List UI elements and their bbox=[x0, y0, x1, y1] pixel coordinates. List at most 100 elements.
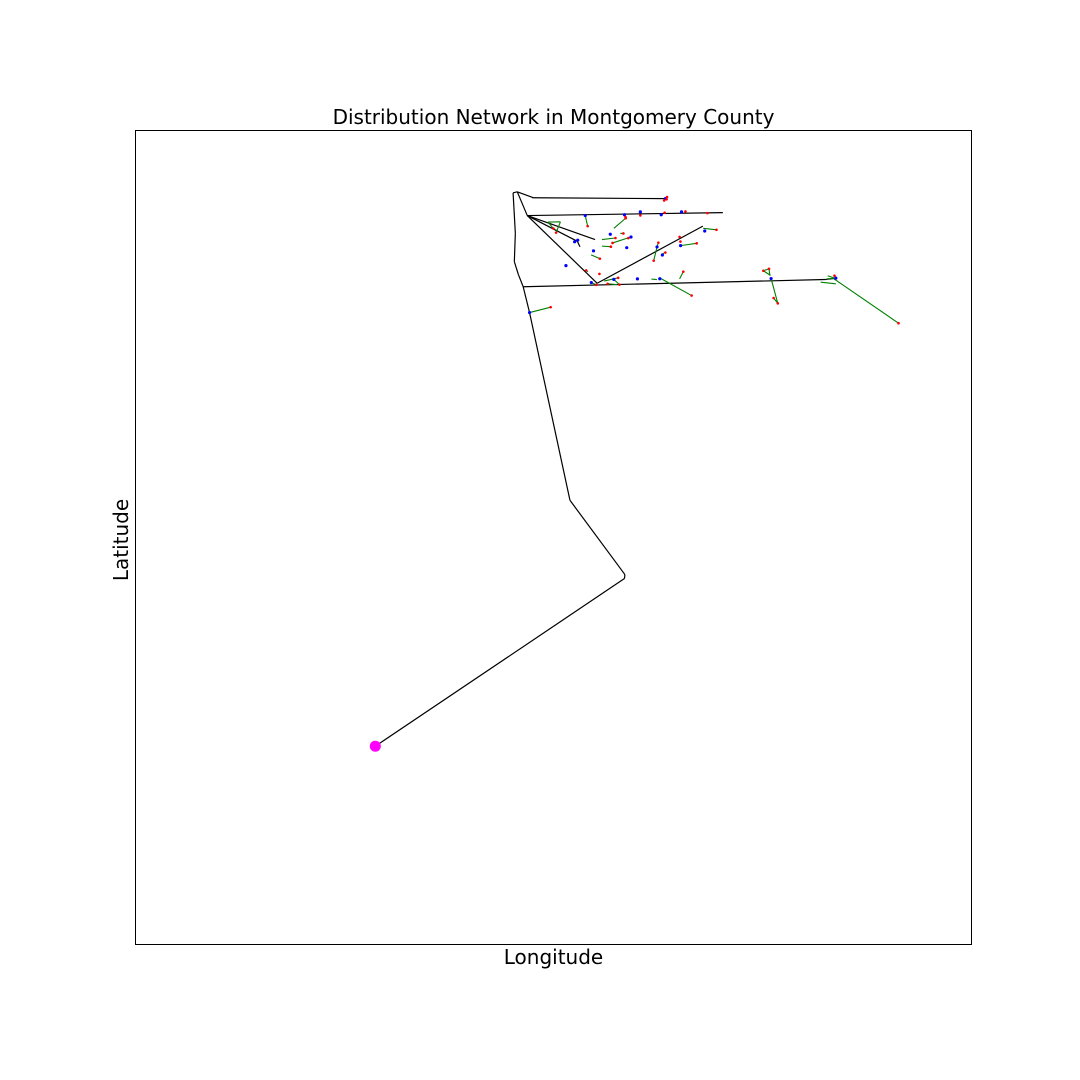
primary-line bbox=[526, 215, 598, 284]
load-node bbox=[679, 240, 682, 243]
load-node bbox=[833, 274, 836, 278]
load-node bbox=[678, 235, 681, 239]
primary-line bbox=[523, 278, 826, 288]
secondary-line bbox=[679, 271, 684, 280]
primary-line bbox=[513, 261, 520, 275]
transformer-node bbox=[678, 244, 683, 248]
load-node bbox=[586, 224, 589, 228]
secondary-line bbox=[584, 215, 589, 227]
secondary-line bbox=[703, 227, 717, 231]
primary-line bbox=[512, 191, 518, 194]
transformer-node bbox=[658, 277, 662, 281]
secondary-line bbox=[601, 245, 611, 248]
secondary-line bbox=[529, 306, 551, 314]
source-node bbox=[369, 740, 381, 752]
load-node bbox=[706, 211, 709, 215]
load-node bbox=[639, 214, 642, 217]
secondary-line bbox=[770, 278, 779, 304]
load-node bbox=[595, 283, 598, 287]
transformer-node bbox=[638, 210, 642, 214]
primary-line bbox=[512, 192, 516, 234]
load-node bbox=[622, 232, 625, 235]
primary-line bbox=[522, 286, 531, 313]
secondary-line bbox=[820, 281, 836, 285]
plot-frame bbox=[135, 130, 972, 945]
load-node bbox=[684, 210, 687, 213]
secondary-line bbox=[833, 278, 899, 324]
secondary-line bbox=[653, 246, 658, 261]
load-node bbox=[609, 245, 613, 248]
load-node bbox=[611, 241, 614, 245]
load-node bbox=[772, 296, 775, 300]
secondary-line bbox=[613, 217, 627, 229]
secondary-line bbox=[826, 277, 835, 280]
transformer-node bbox=[612, 277, 616, 281]
load-node bbox=[598, 257, 602, 260]
load-node bbox=[665, 195, 669, 199]
primary-line bbox=[533, 197, 666, 200]
transformer-node bbox=[608, 232, 612, 236]
transformer-node bbox=[629, 235, 633, 239]
primary-line bbox=[374, 578, 625, 747]
transformer-node bbox=[583, 213, 587, 218]
load-node bbox=[715, 228, 718, 232]
transformer-node bbox=[589, 280, 593, 285]
load-node bbox=[584, 269, 588, 272]
primary-line bbox=[513, 233, 516, 262]
load-node bbox=[598, 272, 601, 276]
transformer-node bbox=[625, 246, 629, 250]
load-node bbox=[554, 231, 558, 234]
transformer-node bbox=[564, 264, 568, 268]
transformer-node bbox=[659, 213, 663, 217]
secondary-line bbox=[555, 221, 561, 233]
load-node bbox=[549, 305, 552, 309]
load-node bbox=[552, 227, 555, 230]
load-node bbox=[682, 270, 685, 273]
y-axis-label: Latitude bbox=[109, 499, 133, 581]
load-node bbox=[657, 241, 660, 244]
load-node bbox=[606, 282, 609, 286]
transformer-node bbox=[622, 213, 627, 217]
transformer-node bbox=[573, 240, 577, 244]
load-node bbox=[614, 236, 617, 240]
secondary-line bbox=[680, 242, 697, 247]
primary-line bbox=[517, 191, 534, 199]
load-node bbox=[767, 267, 771, 271]
transformer-node bbox=[655, 245, 659, 249]
load-node bbox=[663, 211, 666, 215]
transformer-node bbox=[527, 310, 532, 315]
secondary-line bbox=[603, 277, 619, 282]
transformer-node bbox=[703, 229, 707, 233]
load-node bbox=[762, 269, 765, 273]
transformer-node bbox=[769, 276, 773, 281]
secondary-lines-layer bbox=[529, 214, 899, 324]
load-node bbox=[662, 199, 666, 202]
primary-line bbox=[528, 312, 571, 501]
load-node bbox=[624, 216, 627, 220]
secondary-line bbox=[607, 283, 618, 286]
transformer-node bbox=[679, 210, 684, 214]
chart-title: Distribution Network in Montgomery Count… bbox=[333, 105, 775, 129]
load-node bbox=[652, 259, 655, 262]
load-node bbox=[776, 302, 780, 305]
primary-line bbox=[516, 191, 528, 216]
load-node bbox=[897, 321, 900, 325]
secondary-line bbox=[590, 254, 601, 260]
primary-line bbox=[569, 499, 626, 575]
load-node bbox=[618, 283, 621, 286]
secondary-line bbox=[660, 277, 692, 297]
transformer-node bbox=[635, 277, 640, 281]
transformer-node bbox=[591, 249, 596, 253]
secondary-line bbox=[547, 221, 554, 229]
load-node bbox=[616, 276, 620, 280]
transformer-node bbox=[834, 276, 838, 280]
primary-line bbox=[527, 214, 596, 241]
transformer-node bbox=[660, 253, 664, 257]
load-node bbox=[665, 197, 668, 201]
load-node bbox=[627, 236, 630, 240]
load-node bbox=[664, 251, 667, 254]
primary-line bbox=[517, 274, 524, 287]
secondary-line bbox=[601, 237, 616, 241]
